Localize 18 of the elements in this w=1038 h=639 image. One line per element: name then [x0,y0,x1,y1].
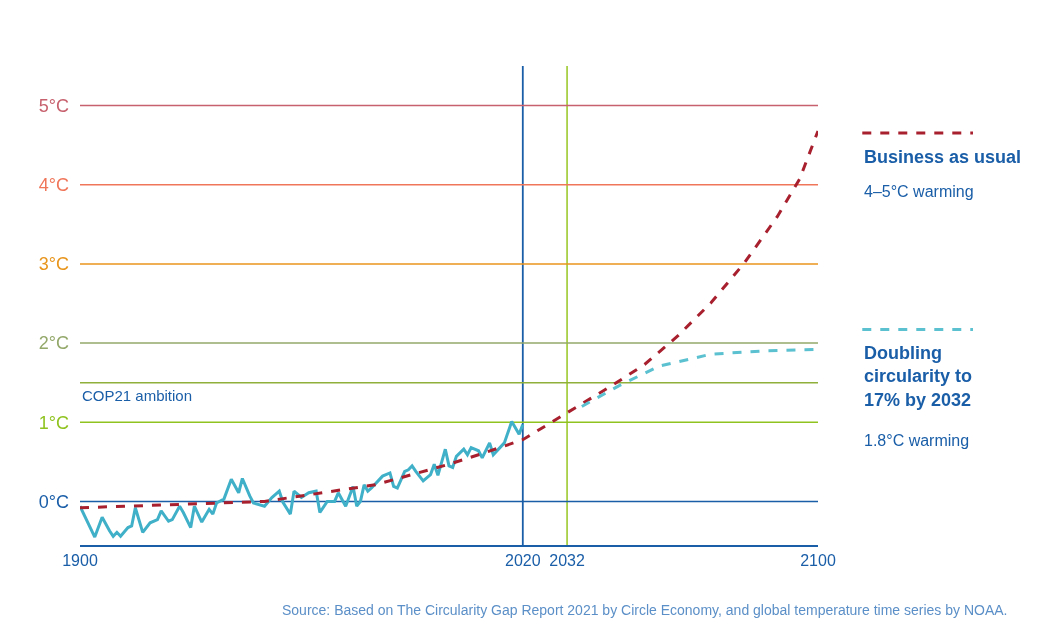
x-tick-label: 2032 [549,552,585,570]
x-tick-label: 2100 [800,552,836,570]
y-tick-label: 0°C [38,491,69,512]
source-note: Source: Based on The Circularity Gap Report 2021 by Circle Economy, and global temperature time series by NOAA. [282,602,1008,618]
line-series [80,419,525,539]
y-tick-label: 3°C [38,254,69,275]
ref-line-label: COP21 ambition [82,387,193,404]
text: 4–5°C warming [864,183,974,200]
y-tick-label: 1°C [38,412,69,433]
text: 1.8°C warming [864,432,970,449]
y-tick-label: 4°C [38,175,69,196]
y-tick-label: 2°C [38,333,69,354]
x-tick-label: 2020 [505,552,541,570]
text: Business as usual [864,147,1022,167]
line-series [80,129,818,510]
text: Doubling circularity to 17% by 2032 [864,343,973,410]
y-tick-label: 5°C [38,95,69,116]
x-tick-label: 1900 [62,552,98,570]
